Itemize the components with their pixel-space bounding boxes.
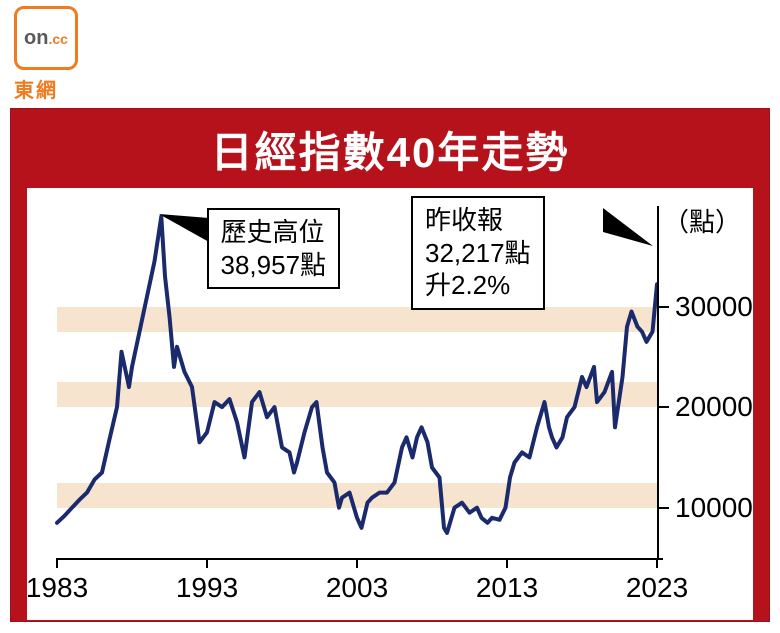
page-root: on.cc 東網 日經指數40年走勢 （點） 1983 1993 2003 2013 2… (0, 0, 780, 633)
x-tick-label: 2013 (476, 572, 538, 604)
logo-box: on.cc (14, 6, 78, 70)
line-chart-svg (57, 206, 657, 558)
chart-frame: 日經指數40年走勢 （點） 1983 1993 2003 2013 2023 10000 2… (10, 108, 770, 622)
nikkei-line (57, 217, 657, 533)
x-tick (506, 558, 508, 568)
arrow-high-icon (159, 210, 209, 250)
y-tick-label: 30000 (675, 291, 753, 323)
callout-high-line1: 歷史高位 (221, 216, 327, 249)
logo-caption: 東網 (14, 74, 78, 103)
y-tick-label: 10000 (675, 492, 753, 524)
x-tick (56, 558, 58, 568)
y-axis-unit: （點） (663, 202, 741, 239)
callout-close-line1: 昨收報 (425, 204, 531, 237)
chart-title: 日經指數40年走勢 (11, 109, 769, 188)
y-tick-label: 20000 (675, 391, 753, 423)
arrow-close-icon (603, 202, 653, 246)
source-logo: on.cc 東網 (14, 6, 78, 103)
x-tick (206, 558, 208, 568)
x-tick (656, 558, 658, 568)
plot-area (57, 206, 657, 558)
y-tick (659, 507, 669, 509)
logo-text: on.cc (24, 28, 68, 48)
y-tick (659, 406, 669, 408)
logo-on: on (24, 27, 48, 49)
x-tick-label: 1993 (176, 572, 238, 604)
x-tick-label: 2023 (626, 572, 688, 604)
x-tick-label: 1983 (26, 572, 88, 604)
callout-historical-high: 歷史高位 38,957點 (207, 208, 341, 289)
x-tick-label: 2003 (326, 572, 388, 604)
callout-high-line2: 38,957點 (221, 249, 327, 282)
logo-cc: .cc (48, 31, 67, 47)
chart-body: （點） 19831993200320132023100002000030000 … (27, 188, 753, 620)
callout-close-line3: 升2.2% (425, 269, 531, 302)
x-tick (356, 558, 358, 568)
callout-close-line2: 32,217點 (425, 237, 531, 270)
callout-yesterday-close: 昨收報 32,217點 升2.2% (411, 196, 545, 310)
x-axis (57, 558, 663, 560)
y-tick (659, 306, 669, 308)
